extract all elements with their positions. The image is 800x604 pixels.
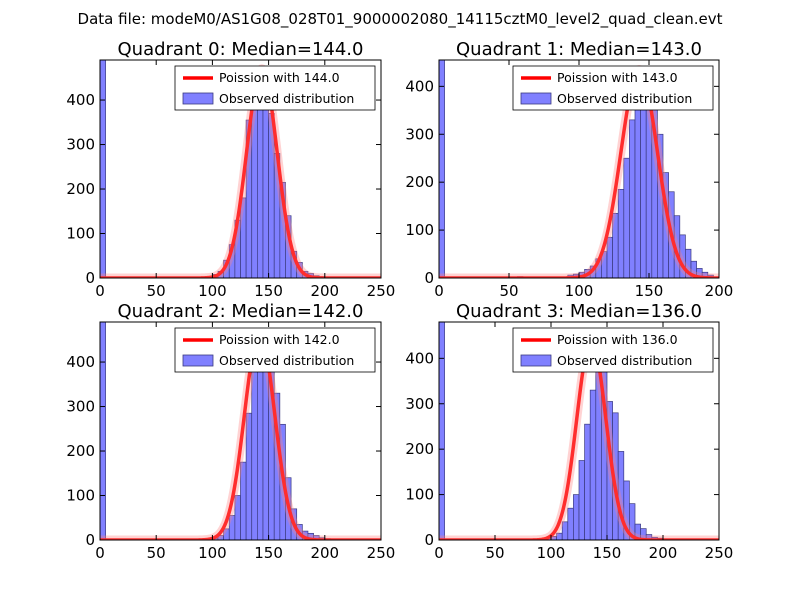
legend-fit-label: Poission with 143.0	[557, 70, 678, 85]
y-tick-label: 0	[424, 269, 434, 287]
y-tick-label: 100	[405, 486, 434, 504]
figure-title: Data file: modeM0/AS1G08_028T01_90000020…	[78, 10, 723, 29]
legend-hist-label: Observed distribution	[219, 353, 354, 368]
y-tick-label: 100	[66, 225, 95, 243]
y-tick-label: 400	[66, 91, 95, 109]
x-tick-label: 200	[310, 544, 339, 562]
histogram-bar	[629, 119, 636, 278]
x-tick-label: 50	[147, 282, 166, 300]
y-tick-label: 300	[405, 125, 434, 143]
poisson-fit-line	[100, 67, 381, 278]
y-tick-label: 200	[66, 442, 95, 460]
legend-hist-label: Observed distribution	[557, 91, 692, 106]
y-tick-label: 300	[66, 398, 95, 416]
histogram-bar	[589, 389, 597, 540]
y-tick-label: 100	[405, 221, 434, 239]
quadrant-1-legend: Poission with 143.0 Observed distribution	[512, 65, 714, 111]
x-tick-label: 100	[565, 282, 594, 300]
quadrant-3-legend: Poission with 136.0 Observed distribution	[512, 327, 714, 373]
histogram-bar	[439, 322, 445, 540]
histogram-bar	[240, 461, 247, 540]
quadrant-2-chart: 0 50 100 150 200 250 0 100 200 300 400 Quadrant 2: …	[66, 301, 395, 562]
x-tick-label: 50	[499, 282, 518, 300]
histogram-bar	[439, 60, 445, 278]
histogram-bar	[584, 423, 591, 540]
poisson-fit-glow	[100, 64, 381, 278]
legend-hist-swatch	[182, 354, 214, 367]
y-tick-label: 0	[424, 531, 434, 549]
x-tick-label: 250	[705, 544, 734, 562]
histogram-bar	[100, 60, 106, 278]
x-tick-label: 150	[635, 282, 664, 300]
quadrant-0-title: Quadrant 0: Median=144.0	[118, 39, 364, 60]
poisson-fit-line	[100, 331, 381, 540]
y-tick-label: 0	[85, 269, 95, 287]
x-tick-label: 100	[198, 544, 227, 562]
poisson-fit-glow	[100, 328, 381, 540]
quadrant-2-legend: Poission with 142.0 Observed distribution	[174, 327, 376, 373]
histogram-bar	[578, 460, 585, 540]
quadrant-0-chart: 0 50 100 150 200 250 0 100 200 300 400 Quadrant 0: …	[66, 39, 395, 300]
legend-hist-label: Observed distribution	[219, 91, 354, 106]
legend-hist-label: Observed distribution	[557, 353, 692, 368]
histogram-bar	[100, 322, 106, 540]
y-tick-label: 200	[405, 173, 434, 191]
x-tick-label: 150	[254, 282, 283, 300]
quadrant-2-title: Quadrant 2: Median=142.0	[118, 301, 364, 322]
poisson-fit-glow	[439, 335, 719, 540]
histogram-bar	[567, 507, 574, 540]
legend-hist-swatch	[520, 354, 552, 367]
x-tick-label: 100	[537, 544, 566, 562]
legend-hist-swatch	[182, 92, 214, 105]
quadrant-0-axes-frame	[99, 59, 382, 279]
x-tick-label: 150	[593, 544, 622, 562]
histogram-bar	[245, 412, 253, 540]
quadrant-1-chart: 0 50 100 150 200 0 100 200 300 400 Quadrant 1: Med…	[405, 39, 733, 300]
x-tick-label: 0	[434, 544, 444, 562]
legend-fit-label: Poission with 136.0	[557, 332, 678, 347]
x-tick-label: 200	[705, 282, 734, 300]
y-tick-label: 100	[66, 487, 95, 505]
x-tick-label: 50	[147, 544, 166, 562]
quadrant-1-title: Quadrant 1: Median=143.0	[456, 39, 702, 60]
y-tick-label: 300	[66, 136, 95, 154]
x-tick-label: 250	[367, 544, 396, 562]
legend-fit-label: Poission with 144.0	[219, 70, 340, 85]
x-tick-label: 0	[95, 544, 105, 562]
histogram-bar	[617, 189, 625, 278]
legend-hist-swatch	[520, 92, 552, 105]
histogram-bar	[634, 95, 641, 278]
y-tick-label: 200	[66, 180, 95, 198]
x-tick-label: 150	[254, 544, 283, 562]
y-tick-label: 300	[405, 395, 434, 413]
quadrant-3-axes-frame	[438, 321, 720, 541]
y-tick-label: 0	[85, 531, 95, 549]
x-tick-label: 250	[367, 282, 396, 300]
quadrant-3-chart: 0 50 100 150 200 250 0 100 200 300 400 Quadrant 3: …	[405, 301, 733, 562]
y-tick-label: 400	[405, 349, 434, 367]
y-tick-label: 400	[405, 77, 434, 95]
histogram-bar	[257, 348, 264, 540]
poisson-fit-line	[439, 338, 719, 540]
x-tick-label: 50	[485, 544, 504, 562]
quadrant-0-plot-area	[100, 60, 381, 278]
x-tick-label: 200	[649, 544, 678, 562]
histogram-bar	[623, 157, 630, 278]
histogram-bar	[573, 494, 580, 540]
histogram-bar	[257, 86, 264, 278]
quadrant-3-title: Quadrant 3: Median=136.0	[456, 301, 702, 322]
x-tick-label: 100	[198, 282, 227, 300]
quadrant-2-axes-frame	[99, 321, 382, 541]
x-tick-label: 0	[95, 282, 105, 300]
quadrant-2-plot-area	[100, 322, 381, 540]
x-tick-label: 0	[434, 282, 444, 300]
histogram-bar	[251, 363, 258, 540]
y-tick-label: 400	[66, 353, 95, 371]
legend-fit-label: Poission with 142.0	[219, 332, 340, 347]
quadrant-0-legend: Poission with 144.0 Observed distribution	[174, 65, 376, 111]
x-tick-label: 200	[310, 282, 339, 300]
y-tick-label: 200	[405, 440, 434, 458]
